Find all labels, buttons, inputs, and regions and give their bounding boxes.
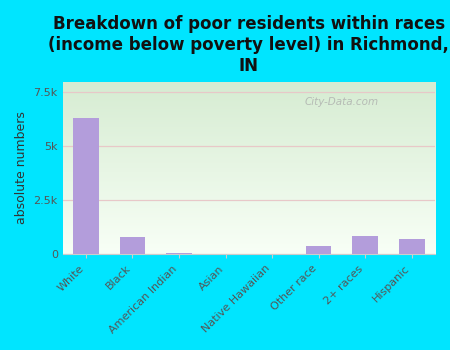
Bar <box>399 239 424 254</box>
Bar <box>306 246 332 254</box>
Title: Breakdown of poor residents within races
(income below poverty level) in Richmon: Breakdown of poor residents within races… <box>49 15 449 75</box>
Bar <box>120 237 145 254</box>
Bar <box>352 236 378 254</box>
Y-axis label: absolute numbers: absolute numbers <box>15 112 28 224</box>
Text: City-Data.com: City-Data.com <box>305 97 379 107</box>
Bar <box>73 118 99 254</box>
Bar <box>166 253 192 254</box>
